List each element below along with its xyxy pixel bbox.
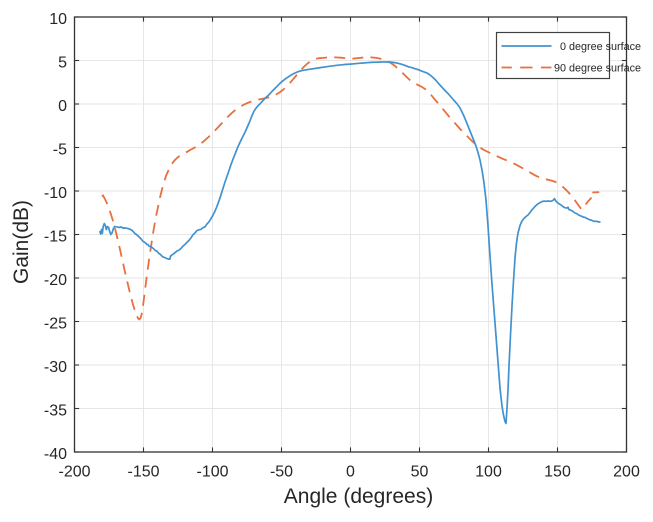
svg-text:-35: -35 xyxy=(44,403,67,420)
svg-text:-30: -30 xyxy=(44,359,67,376)
svg-text:-10: -10 xyxy=(44,185,67,202)
svg-text:-200: -200 xyxy=(58,464,90,481)
svg-text:100: 100 xyxy=(475,464,502,481)
svg-text:5: 5 xyxy=(58,55,67,72)
svg-text:-40: -40 xyxy=(44,446,67,463)
svg-text:Angle (degrees): Angle (degrees) xyxy=(284,485,433,508)
svg-text:-50: -50 xyxy=(270,464,293,481)
svg-text:0 degree surface: 0 degree surface xyxy=(560,41,641,53)
svg-text:0: 0 xyxy=(346,464,355,481)
svg-text:-150: -150 xyxy=(127,464,159,481)
svg-text:150: 150 xyxy=(544,464,571,481)
svg-text:-20: -20 xyxy=(44,272,67,289)
svg-text:Gain(dB): Gain(dB) xyxy=(10,200,33,284)
svg-text:90 degree surface: 90 degree surface xyxy=(554,63,641,75)
svg-text:50: 50 xyxy=(411,464,429,481)
svg-text:-5: -5 xyxy=(53,142,67,159)
svg-text:-100: -100 xyxy=(196,464,228,481)
svg-text:10: 10 xyxy=(49,11,67,28)
svg-text:-15: -15 xyxy=(44,229,67,246)
svg-text:200: 200 xyxy=(613,464,640,481)
svg-text:-25: -25 xyxy=(44,316,67,333)
svg-text:0: 0 xyxy=(58,98,67,115)
